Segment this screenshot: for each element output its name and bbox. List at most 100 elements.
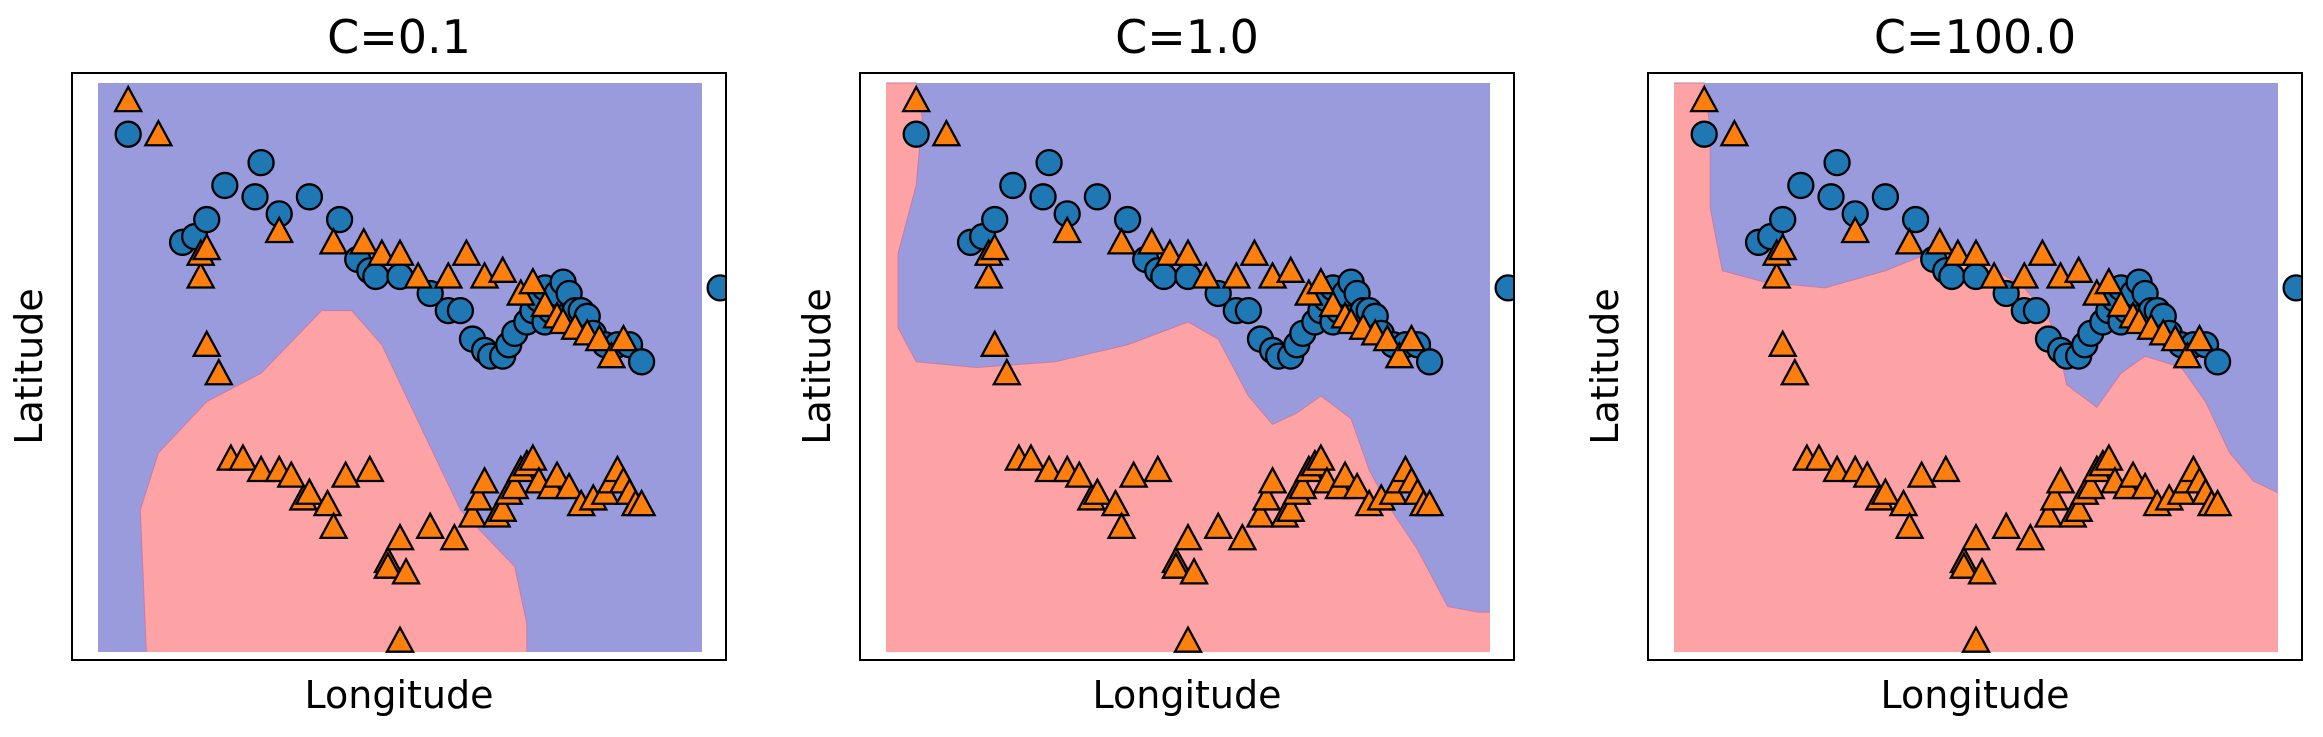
scatter-point-triangle [1173, 625, 1203, 653]
scatter-point-triangle [1779, 357, 1810, 386]
scatter-point-circle [295, 183, 324, 211]
scatter-point-triangle [366, 238, 397, 266]
scatter-point-circle [114, 120, 142, 148]
scatter-point-triangle [1689, 84, 1720, 113]
scatter-point-triangle [318, 511, 349, 540]
scatter-point-triangle [1942, 238, 1973, 266]
scatter-point-triangle [1840, 215, 1871, 244]
scatter-point-triangle [487, 255, 518, 283]
scatter-point-triangle [1251, 482, 1282, 511]
scatter-point-triangle [1191, 261, 1222, 289]
scatter-point-circle [211, 171, 239, 200]
scatter-point-triangle [451, 238, 482, 266]
scatter-point-triangle [1142, 454, 1173, 483]
scatter-point-triangle [403, 261, 434, 289]
scatter-point-triangle [143, 118, 174, 147]
scatter-point-circle [1113, 205, 1142, 234]
scatter-point-circle [1035, 149, 1063, 177]
chart-panel-3: C=100.0 Longitude Latitude [1583, 10, 2303, 717]
scatter-point-triangle [2063, 255, 2094, 283]
y-axis-label: Latitude [1583, 288, 1627, 444]
scatter-point-triangle [901, 84, 932, 113]
scatter-point-circle [1787, 171, 1815, 200]
scatter-point-triangle [2075, 471, 2106, 500]
scatter-point-triangle [2045, 465, 2076, 494]
y-axis-label: Latitude [7, 288, 51, 444]
scatter-point-triangle [276, 460, 307, 488]
scatter-point-triangle [348, 226, 379, 255]
scatter-point-circle [1029, 183, 1057, 211]
scatter-point-circle [1938, 262, 1966, 291]
scatter-point-triangle [294, 477, 325, 505]
scatter-point-triangle [973, 261, 1004, 289]
chart-title: C=1.0 [1115, 10, 1259, 64]
scatter-point-triangle [1034, 454, 1065, 483]
scatter-point-triangle [584, 323, 615, 352]
x-axis-label: Longitude [305, 673, 494, 717]
scatter-point-triangle [1179, 556, 1209, 585]
scatter-point-triangle [991, 357, 1022, 386]
scatter-point-triangle [1906, 460, 1937, 488]
scatter-point-triangle [1719, 118, 1750, 147]
scatter-point-triangle [2033, 500, 2064, 528]
scatter-point-triangle [1160, 551, 1191, 579]
scatter-point-triangle [1961, 238, 1991, 266]
scatter-point-triangle [2118, 460, 2148, 488]
scatter-point-circle [446, 296, 475, 325]
scatter-point-triangle [1804, 443, 1834, 471]
scatter-point-triangle [312, 488, 343, 517]
scatter-point-triangle [1767, 232, 1798, 261]
x-axis-label: Longitude [1093, 673, 1282, 717]
scatter-point-triangle [1961, 522, 1991, 551]
scatter-point-triangle [2039, 482, 2070, 511]
scatter-point-triangle [487, 494, 518, 522]
scatter-point-triangle [517, 266, 548, 295]
scatter-point-circle [1901, 205, 1930, 234]
scatter-point-triangle [1979, 261, 2010, 289]
markers [901, 84, 1514, 653]
scatter-point-triangle [1870, 477, 1901, 505]
scatter-point-triangle [1245, 500, 1276, 528]
scatter-point-triangle [1106, 511, 1137, 540]
scatter-point-triangle [228, 443, 258, 471]
scatter-point-triangle [1173, 522, 1203, 551]
scatter-point-circle [362, 262, 390, 291]
scatter-point-triangle [1924, 226, 1955, 255]
scatter-point-triangle [554, 471, 585, 500]
scatter-point-triangle [499, 471, 530, 500]
scatter-point-triangle [1227, 522, 1258, 551]
scatter-point-triangle [1372, 323, 1403, 352]
axes-frame [1647, 72, 2303, 661]
markers [1689, 84, 2302, 653]
scatter-point-triangle [1888, 488, 1919, 517]
scatter-point-triangle [385, 238, 415, 266]
scatter-point-triangle [1173, 238, 1203, 266]
scatter-point-triangle [191, 329, 222, 357]
scatter-point-triangle [517, 443, 548, 471]
scatter-point-circle [1769, 205, 1797, 234]
scatter-point-circle [1494, 274, 1514, 302]
scatter-point-triangle [1396, 323, 1427, 352]
scatter-point-circle [1415, 348, 1444, 376]
scatter-point-triangle [439, 522, 470, 551]
scatter-point-triangle [2093, 443, 2124, 471]
chart-title: C=100.0 [1874, 10, 2076, 64]
scatter-point-circle [706, 274, 726, 302]
scatter-point-triangle [2172, 340, 2203, 369]
scatter-point-triangle [203, 357, 234, 386]
scatter-point-triangle [1287, 471, 1318, 500]
scatter-point-triangle [1082, 477, 1113, 505]
scatter-point-triangle [1761, 261, 1792, 289]
scatter-point-triangle [596, 340, 627, 369]
scatter-point-triangle [433, 261, 464, 289]
scatter-point-triangle [246, 454, 277, 483]
scatter-point-triangle [1961, 625, 1991, 653]
scatter-point-circle [2203, 348, 2232, 376]
scatter-point-triangle [469, 465, 500, 494]
decision-region-class-1 [140, 310, 527, 652]
scatter-point-triangle [1275, 494, 1306, 522]
axes-frame [71, 72, 727, 661]
scatter-point-triangle [1384, 340, 1415, 369]
scatter-point-circle [241, 183, 269, 211]
chart-panel-2: C=1.0 Longitude Latitude [795, 10, 1515, 717]
